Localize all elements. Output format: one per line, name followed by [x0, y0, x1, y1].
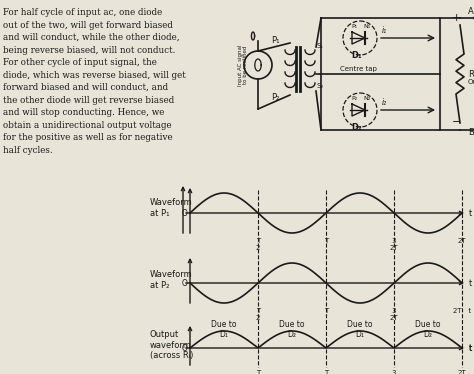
Text: P₂: P₂	[271, 93, 279, 102]
Text: A: A	[468, 7, 474, 16]
Text: for the positive as well as for negative: for the positive as well as for negative	[3, 133, 173, 142]
Text: obtain a unidirectional output voltage: obtain a unidirectional output voltage	[3, 120, 172, 129]
Text: the other diode will get reverse biased: the other diode will get reverse biased	[3, 95, 174, 104]
Text: and will conduct, while the other diode,: and will conduct, while the other diode,	[3, 33, 180, 42]
Text: O: O	[182, 209, 188, 218]
Text: P₁: P₁	[351, 24, 357, 29]
Text: Input AC signal
to be rectified: Input AC signal to be rectified	[237, 44, 248, 86]
Text: T
2: T 2	[256, 370, 260, 374]
Text: N₂: N₂	[363, 96, 370, 101]
Text: T: T	[324, 308, 328, 314]
Text: D₂: D₂	[352, 123, 363, 132]
Text: B: B	[468, 128, 474, 137]
Text: Waveform
at P₁: Waveform at P₁	[150, 198, 193, 218]
Text: P₁: P₁	[271, 36, 279, 45]
Text: Centre tap: Centre tap	[340, 66, 377, 72]
Text: T: T	[324, 238, 328, 244]
Text: t: t	[469, 344, 472, 353]
Text: −: −	[452, 117, 461, 127]
Text: and will stop conducting. Hence, we: and will stop conducting. Hence, we	[3, 108, 164, 117]
Text: out of the two, will get forward biased: out of the two, will get forward biased	[3, 21, 173, 30]
Text: Rₗ: Rₗ	[468, 70, 474, 79]
Text: t: t	[469, 344, 472, 353]
Text: N₁: N₁	[363, 24, 370, 29]
Text: O: O	[182, 344, 188, 353]
Text: Due to
D₂: Due to D₂	[279, 320, 305, 339]
Text: 2T: 2T	[458, 370, 466, 374]
Text: S₂: S₂	[317, 83, 324, 89]
Text: Due to
D₂: Due to D₂	[415, 320, 441, 339]
Text: Waveform
at P₂: Waveform at P₂	[150, 270, 193, 290]
Text: T
2: T 2	[256, 238, 260, 251]
Text: Due to
D₁: Due to D₁	[347, 320, 373, 339]
Text: For half cycle of input ac, one diode: For half cycle of input ac, one diode	[3, 8, 162, 17]
Text: diode, which was reverse biased, will get: diode, which was reverse biased, will ge…	[3, 71, 186, 80]
Text: Due to
D₁: Due to D₁	[211, 320, 237, 339]
Text: t: t	[469, 209, 472, 218]
Text: O: O	[182, 279, 188, 288]
Text: Output: Output	[468, 79, 474, 85]
Text: Output
waveform
(across Rₗ): Output waveform (across Rₗ)	[150, 330, 193, 360]
Text: 3
2T: 3 2T	[390, 238, 398, 251]
Text: T
2: T 2	[256, 308, 260, 321]
Text: P₂: P₂	[351, 96, 357, 101]
Text: 2T: 2T	[458, 238, 466, 244]
Text: 3
2T: 3 2T	[390, 308, 398, 321]
Text: D₁: D₁	[352, 51, 362, 60]
Text: i₁: i₁	[382, 26, 387, 35]
Text: i₂: i₂	[382, 98, 387, 107]
Text: being reverse biased, will not conduct.: being reverse biased, will not conduct.	[3, 46, 175, 55]
Text: t: t	[469, 279, 472, 288]
Text: +: +	[452, 13, 461, 23]
Text: S₁: S₁	[317, 43, 324, 49]
Text: T: T	[324, 370, 328, 374]
Text: half cycles.: half cycles.	[3, 145, 53, 154]
Text: 3
2T: 3 2T	[390, 370, 398, 374]
Text: For other cycle of input signal, the: For other cycle of input signal, the	[3, 58, 157, 67]
Text: forward biased and will conduct, and: forward biased and will conduct, and	[3, 83, 168, 92]
Text: 2T   t: 2T t	[453, 308, 471, 314]
